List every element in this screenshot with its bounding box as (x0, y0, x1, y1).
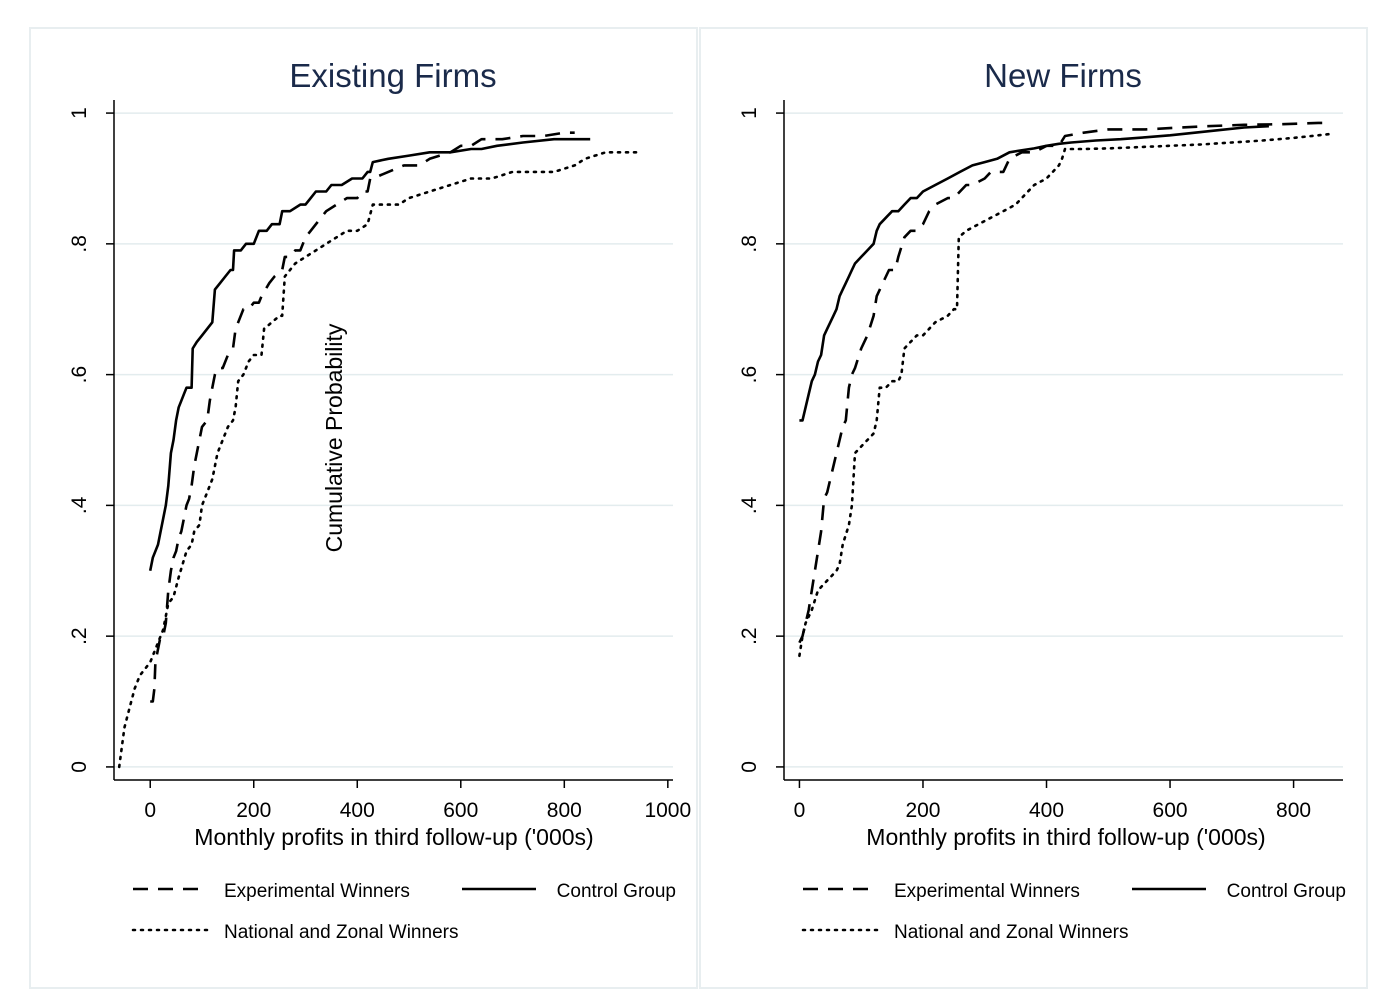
y-tick-label: .2 (68, 627, 91, 645)
y-tick-label: .6 (68, 366, 91, 384)
y-tick-label: 1 (68, 107, 91, 119)
series-layer (117, 131, 639, 769)
x-tick-label: 200 (236, 799, 271, 822)
gridlines (114, 112, 673, 768)
legend: Experimental Winners Control Group Natio… (131, 881, 676, 943)
x-tick-label: 200 (905, 799, 940, 822)
x-tick-label: 600 (443, 799, 478, 822)
chart-panel-new-firms: New Firms 0 .2 .4 .6 .8 1 0 200 400 600 800 Monthl… (699, 27, 1368, 989)
x-tick-label: 800 (547, 799, 582, 822)
x-tick-label: 600 (1153, 799, 1188, 822)
series-line-control-group (148, 137, 591, 572)
y-tick-label: .4 (738, 496, 761, 514)
legend-label-experimental-winners: Experimental Winners (894, 881, 1080, 902)
y-tick-label: .8 (738, 235, 761, 253)
chart-title: New Firms (984, 57, 1142, 94)
series-layer (798, 121, 1332, 658)
series-line-national-and-zonal-winners (798, 132, 1332, 658)
y-tick-label: .4 (68, 496, 91, 514)
x-tick-label: 0 (144, 799, 156, 822)
x-axis-title: Monthly profits in third follow-up ('000… (866, 824, 1265, 850)
floating-axis-label: Cumulative Probability (321, 323, 347, 552)
x-tick-label: 1000 (644, 799, 691, 822)
y-tick-label: 0 (738, 761, 761, 773)
legend-label-control-group: Control Group (557, 881, 676, 902)
legend-label-experimental-winners: Experimental Winners (224, 881, 410, 902)
y-tick-label: .2 (738, 627, 761, 645)
x-tick-label: 400 (1029, 799, 1064, 822)
x-tick-label: 400 (340, 799, 375, 822)
series-line-experimental-winners (150, 131, 575, 703)
legend: Experimental Winners Control Group Natio… (801, 881, 1346, 943)
y-tick-label: 0 (68, 761, 91, 773)
panel-frame (29, 27, 698, 989)
axes: 0 .2 .4 .6 .8 1 0 200 400 600 800 1000 (68, 100, 691, 822)
legend-label-control-group: Control Group (1227, 881, 1346, 902)
legend-label-national-zonal-winners: National and Zonal Winners (894, 922, 1128, 943)
x-axis-title: Monthly profits in third follow-up ('000… (194, 824, 593, 850)
y-tick-label: .8 (68, 235, 91, 253)
y-tick-label: 1 (738, 107, 761, 119)
series-line-experimental-winners (798, 121, 1331, 644)
chart-title: Existing Firms (289, 57, 496, 94)
x-tick-label: 0 (794, 799, 806, 822)
axes: 0 .2 .4 .6 .8 1 0 200 400 600 800 (738, 100, 1343, 822)
gridlines (784, 112, 1343, 768)
panel-frame (699, 27, 1368, 989)
series-line-control-group (799, 124, 1269, 422)
x-tick-label: 800 (1276, 799, 1311, 822)
series-line-national-and-zonal-winners (117, 151, 639, 769)
y-tick-label: .6 (738, 366, 761, 384)
chart-panel-existing-firms: Existing Firms 0 .2 .4 .6 .8 1 0 200 400 600 800 10… (29, 27, 698, 989)
legend-label-national-zonal-winners: National and Zonal Winners (224, 922, 458, 943)
